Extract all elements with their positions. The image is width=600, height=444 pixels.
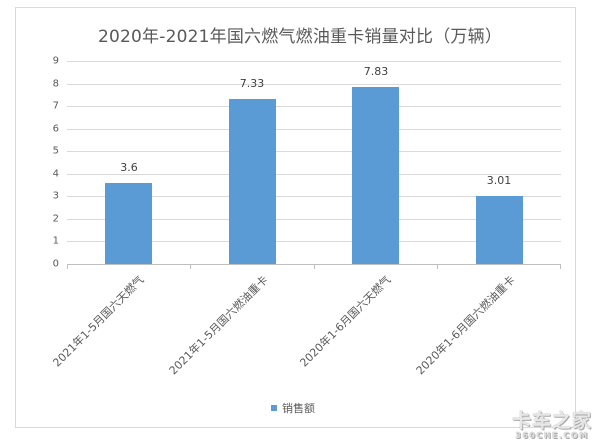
gridline-1 [67,241,561,243]
y-tick-label: 1 [52,235,59,247]
plot-area: 0 1 2 3 4 5 6 7 8 9 3.6 7.33 7.83 3.01 [53,56,561,270]
watermark-sub: 360CHE.COM [515,431,589,440]
gridline-2 [67,218,561,220]
bar-2021-1-5-gas[interactable] [105,183,152,264]
gridline-6 [67,128,561,130]
x-tick [560,264,561,269]
x-tick [314,264,315,269]
gridline-8 [67,83,561,85]
bar-2020-1-6-diesel[interactable] [476,196,523,264]
y-tick-label: 6 [52,123,59,135]
gridline-4 [67,173,561,175]
gridline-5 [67,151,561,153]
data-label: 3.6 [120,161,138,174]
y-tick-label: 8 [52,78,59,90]
y-tick-label: 9 [52,55,59,67]
gridline-7 [67,106,561,108]
x-tick [437,264,438,269]
gridline-9 [67,61,561,62]
legend-swatch-icon [271,405,277,411]
y-tick-label: 2 [52,213,59,225]
watermark-main: 卡车之家 [511,410,592,432]
x-tick [190,264,191,269]
data-label: 7.83 [363,65,389,78]
y-tick-label: 5 [52,145,59,157]
data-label: 7.33 [239,77,265,90]
data-label: 3.01 [486,174,512,187]
bar-2021-1-5-diesel[interactable] [229,99,276,264]
bar-2020-1-6-gas[interactable] [352,87,399,264]
x-tick [67,264,68,269]
watermark-logo: 卡车之家 360CHE.COM [512,411,592,440]
y-tick-label: 3 [52,190,59,202]
legend: 销售额 [271,400,315,416]
gridline-3 [67,196,561,198]
legend-label: 销售额 [282,402,315,415]
y-tick-label: 7 [52,100,59,112]
y-tick-label: 0 [52,258,59,270]
chart-title: 2020年-2021年国六燃气燃油重卡销量对比（万辆） [97,27,503,47]
y-tick-label: 4 [52,168,59,180]
